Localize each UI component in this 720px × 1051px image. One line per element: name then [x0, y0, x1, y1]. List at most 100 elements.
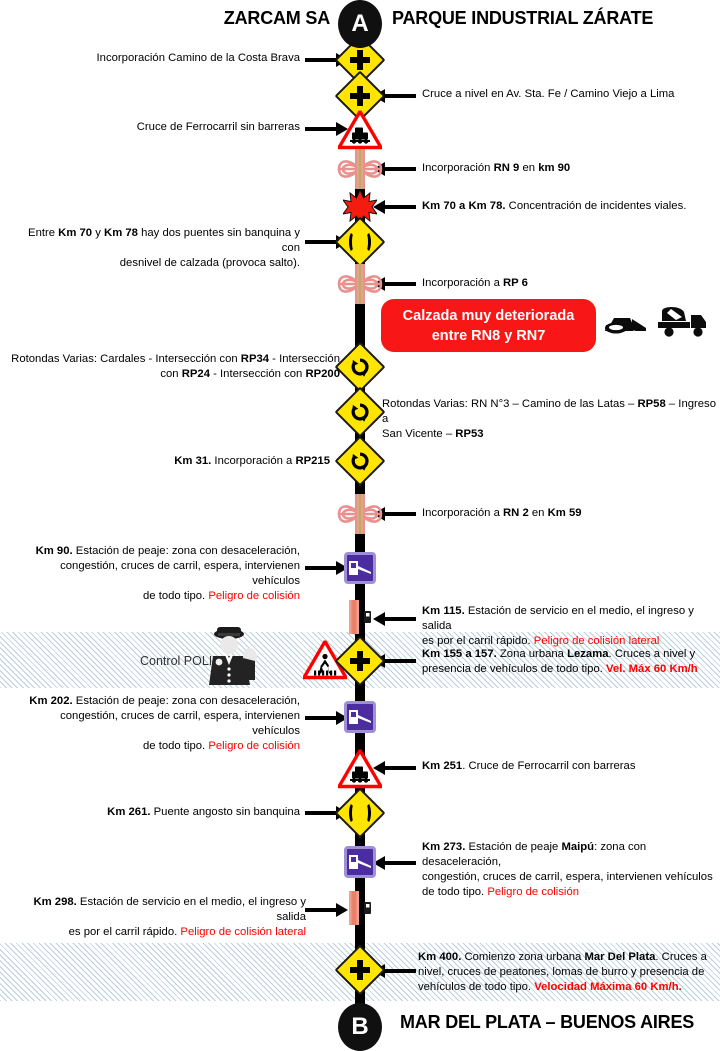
alert-box-deteriorated-road[interactable]: Calzada muy deteriorada entre RN8 y RN7: [381, 299, 596, 352]
interchange-icon: [337, 264, 383, 304]
callout-m7: Incorporación a RP 6: [422, 276, 712, 291]
callout-m1: Incorporación Camino de la Costa Brava: [40, 51, 300, 66]
callout-line: Km 273. Estación de peaje Maipú: zona co…: [422, 841, 647, 868]
callout-m5: Km 70 a Km 78. Concentración de incident…: [422, 199, 712, 214]
road-roller-icon: [602, 306, 648, 341]
toll-station-icon: [344, 701, 376, 733]
marker-toll-m18[interactable]: [344, 846, 376, 878]
callout-line: Rotondas Varias: RN N°3 – Camino de las …: [382, 398, 716, 425]
marker-railway-m16[interactable]: [338, 749, 382, 789]
callout-m10: Km 31. Incorporación a RP215: [60, 454, 330, 469]
callout-m18: Km 273. Estación de peaje Maipú: zona co…: [422, 840, 720, 900]
callout-line: Entre Km 70 y Km 78 hay dos puentes sin …: [28, 227, 300, 254]
marker-roundabout-m8[interactable]: [334, 341, 386, 393]
callout-m16: Km 251. Cruce de Ferrocarril con barrera…: [422, 759, 718, 774]
callout-line: congestión, cruces de carril, espera, in…: [422, 870, 713, 883]
callout-line: Km 31. Incorporación a RP215: [174, 455, 330, 467]
alert-line-1: Calzada muy deteriorada: [402, 307, 575, 324]
marker-service-m13[interactable]: [347, 600, 373, 634]
arrow-m17: [305, 806, 348, 820]
marker-service-m19[interactable]: [347, 891, 373, 925]
callout-m9: Rotondas Varias: RN N°3 – Camino de las …: [382, 397, 717, 442]
callout-line: desnivel de calzada (provoca salto).: [119, 256, 300, 269]
arrow-m6: [305, 235, 348, 249]
cement-mixer-truck-icon: [656, 305, 708, 342]
callout-m6: Entre Km 70 y Km 78 hay dos puentes sin …: [15, 226, 300, 271]
callout-m11: Incorporación a RN 2 en Km 59: [422, 506, 712, 521]
callout-line: de todo tipo. Peligro de colisión: [422, 885, 580, 898]
callout-m13: Km 115. Estación de servicio en el medio…: [422, 604, 718, 649]
callout-m14: Km 155 a 157. Zona urbana Lezama. Cruces…: [422, 647, 718, 677]
marker-crossroad-m14[interactable]: [334, 635, 386, 687]
callout-line: Km 400. Comienzo zona urbana Mar Del Pla…: [418, 951, 707, 963]
callout-line: congestión, cruces de carril, espera, in…: [60, 559, 300, 587]
callout-m17: Km 261. Puente angosto sin banquina: [60, 805, 300, 820]
arrow-m20: [373, 964, 416, 978]
callout-m15: Km 202. Estación de peaje: zona con desa…: [10, 694, 300, 754]
callout-line: Incorporación RN 9 en km 90: [422, 162, 571, 174]
arrow-m11: [373, 507, 416, 521]
toll-station-icon: [344, 846, 376, 878]
marker-toll-m15[interactable]: [344, 701, 376, 733]
arrow-m3: [305, 122, 348, 136]
railway-crossing-warning-icon: [338, 110, 382, 150]
toll-station-icon: [344, 552, 376, 584]
callout-line: congestión, cruces de carril, espera, in…: [60, 709, 300, 737]
marker-interchange-m7[interactable]: [337, 264, 383, 304]
railway-crossing-warning-icon: [338, 749, 382, 789]
marker-roundabout-m10[interactable]: [334, 435, 386, 487]
roadworks-machinery-icons: [602, 305, 708, 342]
end-node-badge: B: [338, 1003, 382, 1051]
callout-line: presencia de vehículos de todo tipo. Vel…: [422, 662, 698, 675]
callout-line: es por el carril rápido. Peligro de coli…: [422, 634, 660, 647]
arrow-m1: [305, 53, 348, 67]
crossroad-diamond-icon: [334, 635, 386, 687]
callout-m12: Km 90. Estación de peaje: zona con desac…: [10, 544, 300, 604]
marker-narrow-bridge-m6[interactable]: [334, 216, 386, 268]
callout-line: Incorporación a RP 6: [422, 277, 528, 289]
alert-line-2: entre RN8 y RN7: [431, 327, 546, 344]
callout-line: vehículos de todo tipo. Velocidad Máxima…: [418, 980, 682, 993]
marker-roundabout-m9[interactable]: [334, 386, 386, 438]
narrow-bridge-diamond-icon: [334, 787, 386, 839]
callout-line: Km 155 a 157. Zona urbana Lezama. Cruces…: [422, 648, 696, 660]
callout-line: con RP24 - Intersección con RP200: [160, 367, 340, 380]
marker-interchange-m11[interactable]: [337, 494, 383, 534]
callout-m4: Incorporación RN 9 en km 90: [422, 161, 712, 176]
callout-m8: Rotondas Varias: Cardales - Intersección…: [10, 352, 340, 382]
arrow-m16: [373, 761, 416, 775]
callout-line: Rotondas Varias: Cardales - Intersección…: [11, 353, 340, 365]
police-officer-icon: [205, 625, 261, 692]
callout-line: Cruce a nivel en Av. Sta. Fe / Camino Vi…: [422, 88, 675, 100]
narrow-bridge-diamond-icon: [334, 216, 386, 268]
start-node-badge: A: [338, 0, 382, 48]
roundabout-diamond-icon: [334, 386, 386, 438]
marker-crossroad-m20[interactable]: [334, 944, 386, 996]
callout-line: San Vicente – RP53: [382, 427, 484, 440]
marker-interchange-m4[interactable]: [337, 149, 383, 189]
callout-line: Km 115. Estación de servicio en el medio…: [422, 605, 694, 632]
end-node-letter: B: [351, 1013, 369, 1040]
interchange-icon: [337, 494, 383, 534]
marker-narrow-bridge-m17[interactable]: [334, 787, 386, 839]
marker-railway-m3[interactable]: [338, 110, 382, 150]
start-node-letter: A: [351, 10, 369, 37]
callout-m2: Cruce a nivel en Av. Sta. Fe / Camino Vi…: [422, 87, 712, 102]
arrow-m14: [373, 654, 416, 668]
callout-m20: Km 400. Comienzo zona urbana Mar Del Pla…: [418, 950, 718, 995]
arrow-m7: [373, 277, 416, 291]
marker-toll-m12[interactable]: [344, 552, 376, 584]
callout-line: Km 298. Estación de servicio en el medio…: [33, 896, 306, 923]
arrow-m18: [373, 856, 416, 870]
roundabout-diamond-icon: [334, 341, 386, 393]
service-station-icon: [347, 891, 373, 925]
arrow-m13: [373, 612, 416, 626]
arrow-m2: [373, 89, 416, 103]
callout-line: Incorporación Camino de la Costa Brava: [96, 52, 300, 64]
interchange-icon: [337, 149, 383, 189]
crossroad-diamond-icon: [334, 944, 386, 996]
callout-line: de todo tipo. Peligro de colisión: [142, 589, 300, 602]
marker-crossroad-m2[interactable]: [334, 70, 386, 122]
callout-line: Km 90. Estación de peaje: zona con desac…: [35, 545, 300, 557]
callout-m19: Km 298. Estación de servicio en el medio…: [10, 895, 306, 940]
